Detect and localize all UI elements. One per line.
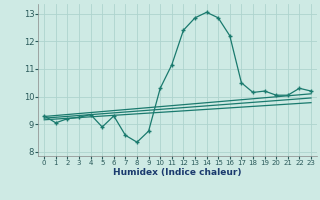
X-axis label: Humidex (Indice chaleur): Humidex (Indice chaleur) [113,168,242,177]
